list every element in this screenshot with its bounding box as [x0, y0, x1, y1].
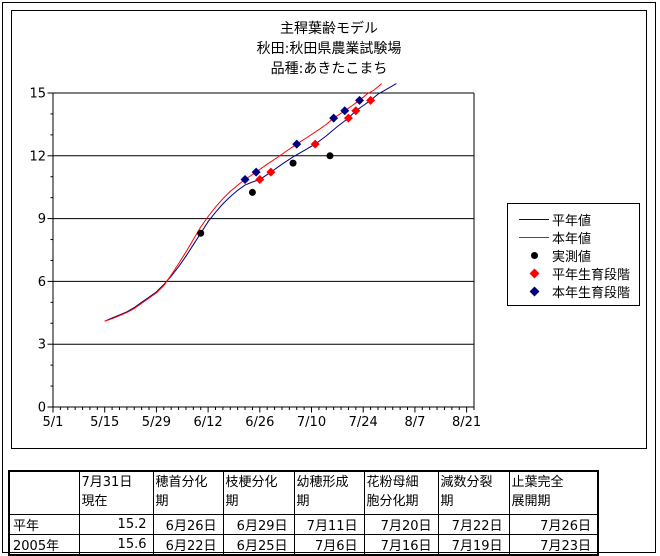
data-point-diamond	[251, 167, 261, 177]
line-swatch-icon	[516, 218, 552, 220]
data-point-circle	[248, 188, 256, 196]
table-row-label: 平年	[8, 514, 80, 535]
data-point-diamond	[266, 167, 276, 177]
table-header-cell: 減数分裂期	[437, 470, 510, 515]
legend-label: 実測値	[552, 249, 592, 265]
y-tick-label: 12	[29, 149, 46, 164]
legend-label: 本年生育段階	[552, 285, 631, 301]
legend-item: 実測値	[516, 246, 637, 265]
table-cell: 7月6日	[293, 534, 365, 556]
data-point-diamond	[366, 95, 376, 105]
chart-title-line3: 品種:あきたこまち	[270, 61, 388, 77]
data-point-diamond	[255, 174, 265, 184]
table-row: 平年 15.2 6月26日 6月29日 7月11日 7月20日 7月22日 7月26日	[8, 514, 599, 535]
data-point-diamond	[292, 139, 302, 149]
stage-table: 7月31日 現在 穂首分化期枝梗分化期幼穂形成期花粉母細 胞分化期 減数分裂期止葉完全展…	[8, 470, 599, 556]
chart-title: 主稈葉齢モデル 秋田:秋田県農業試験場 品種:あきたこまち	[12, 19, 646, 79]
data-point-diamond	[240, 174, 250, 184]
curve-0	[104, 83, 397, 322]
table-cell: 6月22日	[152, 534, 224, 556]
data-point-diamond	[329, 113, 339, 123]
data-point-circle	[326, 152, 334, 160]
circle-swatch-icon	[516, 251, 552, 259]
y-tick-label: 15	[29, 87, 46, 102]
legend-item: 本年値	[516, 228, 637, 247]
table-header-row: 7月31日 現在 穂首分化期枝梗分化期幼穂形成期花粉母細 胞分化期 減数分裂期止葉完全展…	[8, 470, 599, 515]
x-tick-label: 5/29	[142, 415, 171, 430]
curve-1	[104, 83, 383, 322]
table-cell: 7月11日	[293, 514, 365, 535]
y-tick-label: 9	[38, 212, 46, 227]
y-tick-label: 6	[38, 275, 46, 290]
data-point-diamond	[355, 95, 365, 105]
table-cell: 7月23日	[508, 534, 599, 556]
x-tick-label: 7/24	[349, 415, 378, 430]
x-tick-label: 5/1	[43, 415, 64, 430]
legend-label: 平年値	[552, 213, 592, 229]
table-row-label: 2005年	[8, 534, 80, 556]
legend-item: 平年生育段階	[516, 264, 637, 283]
table-cell: 7月26日	[508, 514, 599, 535]
plot-svg: 0 3 6 9 12 15 5/1 5/15 5/29 6/12 6/26 7/10 7/24 8/7 8/…	[29, 83, 481, 430]
chart-title-line2: 秋田:秋田県農業試験場	[256, 41, 402, 57]
table-cell: 6月25日	[222, 534, 295, 556]
data-point-diamond	[351, 106, 361, 116]
table-cell: 7月19日	[437, 534, 510, 556]
diamond-swatch-icon	[516, 268, 552, 278]
table-cell: 7月22日	[437, 514, 510, 535]
chart-title-line1: 主稈葉齢モデル	[280, 21, 378, 37]
table-header-cell: 花粉母細 胞分化期	[363, 470, 439, 515]
data-point-diamond	[343, 113, 353, 123]
data-point-circle	[289, 159, 297, 167]
x-tick-label: 6/12	[194, 415, 223, 430]
y-tick-label: 3	[38, 338, 46, 353]
x-tick-label: 6/26	[245, 415, 274, 430]
x-tick-label: 8/7	[404, 415, 425, 430]
x-tick-label: 7/10	[297, 415, 326, 430]
legend: 平年値本年値実測値平年生育段階 本年生育段階	[507, 203, 640, 306]
legend-item: 本年生育段階	[516, 282, 637, 301]
data-point-circle	[197, 229, 205, 237]
x-tick-label: 5/15	[90, 415, 119, 430]
table-header-cell: 枝梗分化期	[222, 470, 295, 515]
y-tick-label: 0	[38, 401, 46, 416]
table-cell: 7月20日	[363, 514, 439, 535]
table-cell: 6月26日	[152, 514, 224, 535]
table-header-cell: 幼穂形成期	[293, 470, 365, 515]
data-point-diamond	[310, 139, 320, 149]
legend-item: 平年値	[516, 210, 637, 229]
table-cell: 7月16日	[363, 534, 439, 556]
table-cell: 15.2	[78, 514, 154, 535]
table-header-cell: 止葉完全 展開期	[508, 470, 599, 515]
diamond-swatch-icon	[516, 286, 552, 296]
table-row: 2005年 15.6 6月22日 6月25日 7月6日 7月16日 7月19日 7月23日	[8, 534, 599, 556]
line-swatch-icon	[516, 236, 552, 238]
data-point-diamond	[340, 106, 350, 116]
table-cell: 6月29日	[222, 514, 295, 535]
table-header-cell: 穂首分化期	[152, 470, 224, 515]
x-tick-label: 8/21	[452, 415, 481, 430]
legend-label: 平年生育段階	[552, 267, 631, 283]
table-header-cell: 7月31日 現在	[78, 470, 154, 515]
table-header-cell	[8, 470, 80, 515]
chart-frame: 0 3 6 9 12 15 5/1 5/15 5/29 6/12 6/26 7/10 7/24 8/7 8/…	[11, 10, 647, 449]
legend-label: 本年値	[552, 231, 592, 247]
table-cell: 15.6	[78, 534, 154, 556]
